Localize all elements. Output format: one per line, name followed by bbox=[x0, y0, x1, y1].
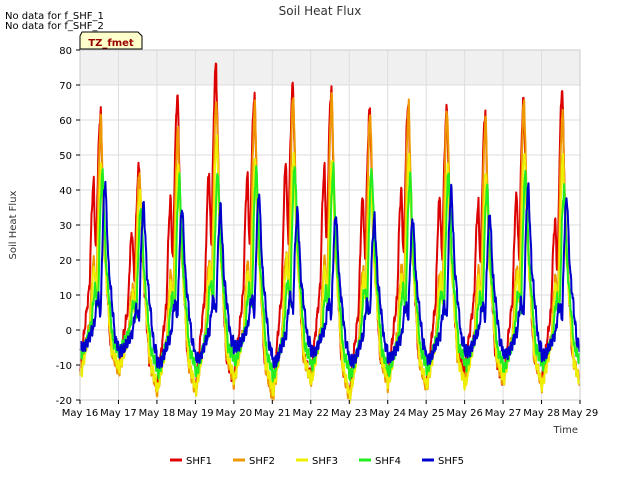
y-tick-label: 40 bbox=[59, 186, 72, 197]
y-tick-label: 10 bbox=[59, 291, 72, 302]
badge-label: TZ_fmet bbox=[88, 38, 134, 49]
plot-band bbox=[80, 50, 580, 85]
x-tick-label: May 23 bbox=[331, 408, 368, 419]
x-axis: May 16 May 17 May 18 May 19 May 20 May 21 May … bbox=[62, 400, 599, 419]
series-layer bbox=[79, 62, 581, 403]
no-data-note-2: No data for f_SHF_2 bbox=[5, 21, 104, 32]
y-tick-label: 20 bbox=[59, 256, 72, 267]
x-tick-label: May 29 bbox=[562, 408, 599, 419]
x-tick-label: May 22 bbox=[292, 408, 329, 419]
y-tick-label: 0 bbox=[66, 326, 72, 337]
badge-shape bbox=[79, 31, 143, 50]
y-tick-label: 30 bbox=[59, 221, 72, 232]
tz-fmet-badge: TZ_fmet bbox=[79, 31, 143, 50]
x-tick-label: May 27 bbox=[485, 408, 522, 419]
chart-title: Soil Heat Flux bbox=[279, 4, 362, 18]
y-tick-label: 50 bbox=[59, 151, 72, 162]
x-tick-label: May 16 bbox=[62, 408, 99, 419]
legend: SHF1 SHF2 SHF3 SHF4 SHF5 bbox=[170, 456, 464, 467]
y-tick-label: -10 bbox=[56, 361, 72, 372]
legend-label-shf5: SHF5 bbox=[438, 456, 464, 467]
x-tick-label: May 25 bbox=[408, 408, 445, 419]
x-tick-label: May 19 bbox=[177, 408, 214, 419]
x-tick-label: May 28 bbox=[523, 408, 560, 419]
x-tick-label: May 17 bbox=[100, 408, 137, 419]
x-tick-label: May 20 bbox=[216, 408, 253, 419]
legend-label-shf1: SHF1 bbox=[186, 456, 212, 467]
y-axis-label: Soil Heat Flux bbox=[8, 190, 19, 259]
x-tick-label: May 21 bbox=[254, 408, 291, 419]
x-tick-label: May 18 bbox=[139, 408, 176, 419]
x-tick-label: May 24 bbox=[369, 408, 406, 419]
y-tick-label: 60 bbox=[59, 116, 72, 127]
x-tick-label: May 26 bbox=[446, 408, 483, 419]
legend-label-shf3: SHF3 bbox=[312, 456, 338, 467]
series-line-shf5 bbox=[79, 180, 581, 369]
y-tick-label: 80 bbox=[59, 46, 72, 57]
no-data-note-1: No data for f_SHF_1 bbox=[5, 11, 104, 22]
x-axis-label: Time bbox=[553, 425, 578, 436]
y-tick-label: -20 bbox=[56, 396, 72, 407]
legend-label-shf2: SHF2 bbox=[249, 456, 275, 467]
legend-label-shf4: SHF4 bbox=[375, 456, 401, 467]
y-axis: -20 -10 0 10 20 30 40 50 60 70 80 bbox=[56, 46, 80, 407]
y-tick-label: 70 bbox=[59, 81, 72, 92]
